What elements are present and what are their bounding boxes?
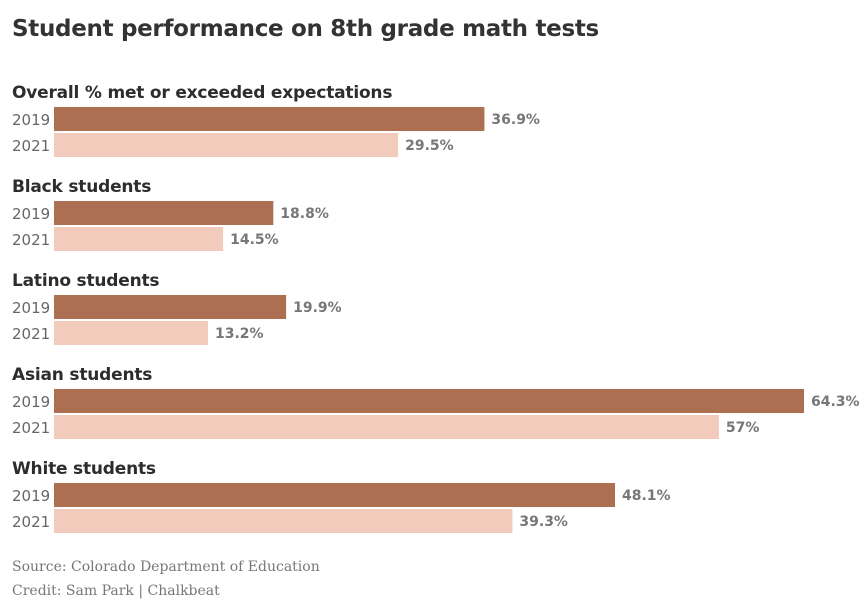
group-label: Overall % met or exceeded expectations [12, 83, 392, 103]
year-label: 2019 [12, 487, 50, 505]
year-label: 2021 [12, 513, 50, 531]
group-label: Latino students [12, 271, 159, 291]
value-label: 57% [726, 420, 760, 436]
bar-2021 [54, 321, 208, 345]
bar-group: White students 2019 48.1% 2021 39.3% [12, 459, 671, 533]
value-label: 18.8% [280, 206, 329, 222]
year-label: 2019 [12, 299, 50, 317]
value-label: 48.1% [622, 488, 671, 504]
bar-2021 [54, 133, 399, 157]
bar-groups: Overall % met or exceeded expectations 20… [12, 83, 860, 533]
bar-group: Overall % met or exceeded expectations 20… [12, 83, 540, 157]
credit-note: Credit: Sam Park | Chalkbeat [12, 583, 220, 599]
year-label: 2019 [12, 111, 50, 129]
value-label: 29.5% [405, 138, 454, 154]
group-label: Black students [12, 177, 151, 197]
value-label: 64.3% [811, 394, 860, 410]
bar-group: Black students 2019 18.8% 2021 14.5% [12, 177, 329, 251]
value-label: 36.9% [491, 112, 540, 128]
chart-title: Student performance on 8th grade math te… [12, 16, 599, 42]
bar-group: Latino students 2019 19.9% 2021 13.2% [12, 271, 342, 345]
source-note: Source: Colorado Department of Education [12, 559, 320, 575]
year-label: 2021 [12, 325, 50, 343]
value-label: 13.2% [215, 326, 264, 342]
year-label: 2021 [12, 137, 50, 155]
bar-2019 [54, 483, 615, 507]
year-label: 2019 [12, 393, 50, 411]
bar-group: Asian students 2019 64.3% 2021 57% [12, 365, 860, 439]
bar-2021 [54, 415, 719, 439]
value-label: 39.3% [519, 514, 568, 530]
group-label: Asian students [12, 365, 152, 385]
bar-2019 [54, 389, 804, 413]
year-label: 2021 [12, 231, 50, 249]
group-label: White students [12, 459, 156, 479]
value-label: 14.5% [230, 232, 279, 248]
bar-2021 [54, 509, 513, 533]
year-label: 2019 [12, 205, 50, 223]
bar-2019 [54, 107, 485, 131]
bar-2019 [54, 295, 287, 319]
value-label: 19.9% [293, 300, 342, 316]
bar-2021 [54, 227, 224, 251]
bar-2019 [54, 201, 274, 225]
year-label: 2021 [12, 419, 50, 437]
